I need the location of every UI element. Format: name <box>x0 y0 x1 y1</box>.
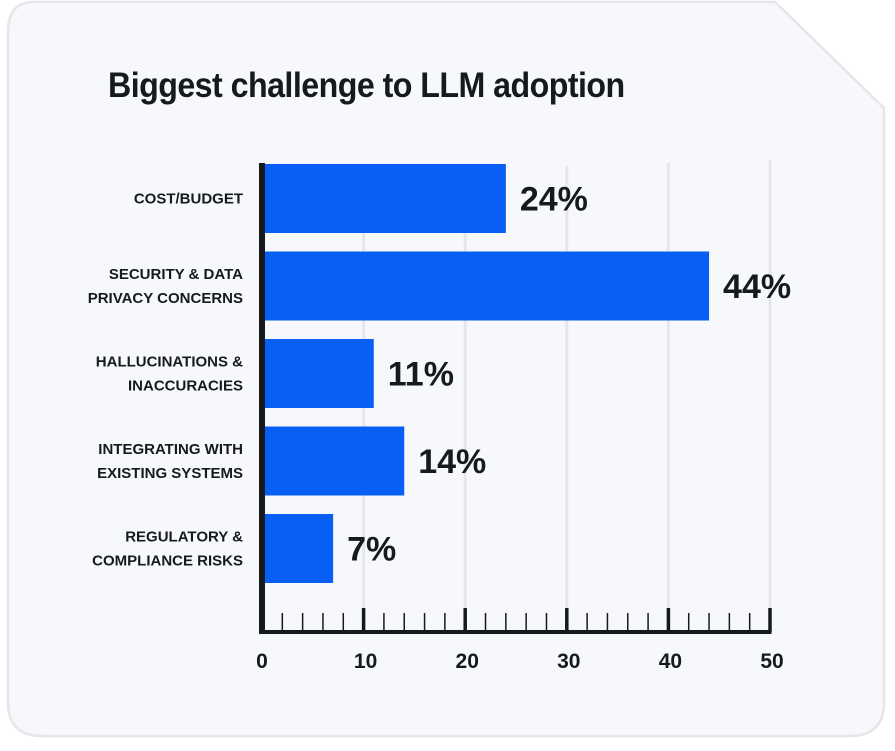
bar <box>262 251 710 321</box>
value-label: 7% <box>347 531 396 569</box>
x-tick-label: 10 <box>354 650 377 673</box>
value-label: 14% <box>418 443 486 481</box>
x-tick-label: 20 <box>456 650 479 673</box>
category-label: REGULATORY & <box>125 529 243 546</box>
value-label: 44% <box>723 268 791 306</box>
bar <box>262 164 506 233</box>
bar <box>262 514 334 583</box>
bars <box>262 164 710 583</box>
category-label: HALLUCINATIONS & <box>96 354 243 371</box>
category-label: INTEGRATING WITH <box>98 441 243 458</box>
x-tick-label: 40 <box>659 650 682 673</box>
x-tick-label: 50 <box>760 650 783 673</box>
x-tick-label: 30 <box>557 650 580 673</box>
labels: 24% COST/BUDGET 44% SECURITY & DATA PRIVACY … <box>88 181 791 674</box>
x-tick-label: 0 <box>256 650 268 673</box>
bar <box>262 339 374 408</box>
chart-title: Biggest challenge to LLM adoption <box>108 66 625 105</box>
category-label: COMPLIANCE RISKS <box>92 553 243 570</box>
value-label: 24% <box>520 181 588 219</box>
category-label: SECURITY & DATA <box>109 266 243 283</box>
axes <box>259 163 772 634</box>
value-label: 11% <box>388 356 454 394</box>
category-label: INACCURACIES <box>128 378 243 395</box>
bar <box>262 426 405 496</box>
category-label: COST/BUDGET <box>134 191 243 208</box>
card-shape <box>6 0 886 738</box>
category-label: PRIVACY CONCERNS <box>88 290 243 307</box>
category-label: EXISTING SYSTEMS <box>97 465 243 482</box>
